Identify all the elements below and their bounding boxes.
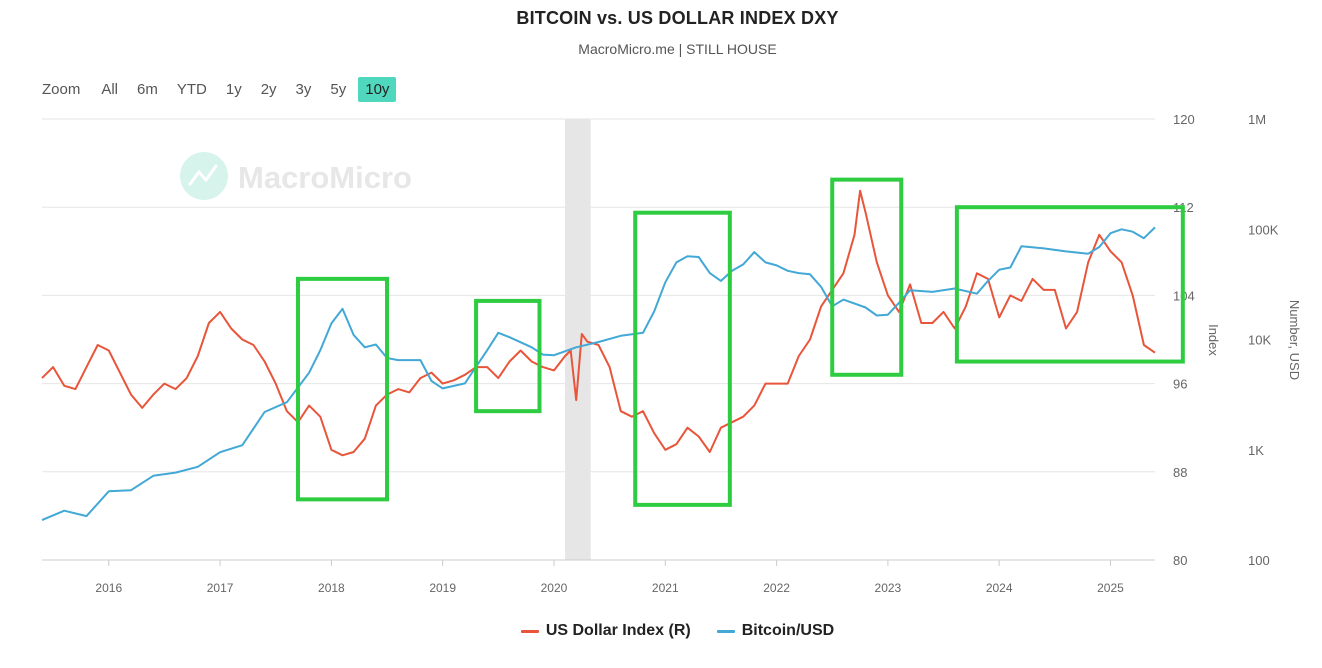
- index-tick-label: 120: [1173, 112, 1195, 127]
- index-tick-label: 88: [1173, 465, 1187, 480]
- zoom-10y-button[interactable]: 10y: [358, 76, 397, 102]
- dxy-line: [41, 189, 1156, 457]
- zoom-1y-button[interactable]: 1y: [225, 80, 242, 98]
- zoom-label: Zoom: [42, 80, 81, 98]
- usd-tick-label: 100: [1248, 553, 1270, 568]
- index-tick-label: 96: [1173, 377, 1187, 392]
- watermark: MacroMicro: [180, 152, 412, 200]
- zoom-2y-button[interactable]: 2y: [260, 80, 277, 98]
- x-tick-label: 2025: [1097, 581, 1124, 595]
- x-tick-label: 2023: [875, 581, 902, 595]
- usd-axis-title: Number, USD: [1287, 300, 1302, 380]
- legend-item-dxy[interactable]: US Dollar Index (R): [520, 622, 691, 640]
- series-lines: [41, 189, 1156, 522]
- x-tick-label: 2016: [95, 581, 122, 595]
- legend: US Dollar Index (R) Bitcoin/USD: [0, 622, 1322, 640]
- x-tick-label: 2020: [541, 581, 568, 595]
- legend-item-btc[interactable]: Bitcoin/USD: [716, 622, 835, 640]
- chart-title: BITCOIN vs. US DOLLAR INDEX DXY: [516, 8, 839, 28]
- x-tick-label: 2017: [207, 581, 234, 595]
- highlight-box-4: [830, 177, 904, 377]
- chart-subtitle: MacroMicro.me | STILL HOUSE: [578, 41, 777, 57]
- index-axis-title: Index: [1206, 324, 1221, 356]
- btc-line: [41, 226, 1156, 522]
- usd-tick-label: 1M: [1248, 112, 1266, 127]
- watermark-text: MacroMicro: [238, 160, 412, 195]
- x-tick-label: 2021: [652, 581, 679, 595]
- legend-swatch-btc: [716, 629, 735, 633]
- x-tick-label: 2024: [986, 581, 1013, 595]
- zoom-ytd-button[interactable]: YTD: [176, 80, 207, 98]
- x-tick-label: 2022: [763, 581, 790, 595]
- zoom-3y-button[interactable]: 3y: [295, 80, 312, 98]
- zoom-toolbar: Zoom All 6m YTD 1y 2y 3y 5y 10y: [42, 76, 401, 102]
- index-tick-label: 80: [1173, 553, 1187, 568]
- usd-tick-label: 100K: [1248, 222, 1279, 237]
- highlight-box-2: [474, 298, 542, 414]
- highlight-box-5: [954, 205, 1185, 364]
- usd-tick-label: 10K: [1248, 333, 1271, 348]
- legend-label-dxy: US Dollar Index (R): [545, 622, 691, 639]
- highlight-boxes: [295, 177, 1185, 507]
- legend-label-btc: Bitcoin/USD: [741, 622, 835, 639]
- zoom-all-button[interactable]: All: [101, 80, 119, 98]
- x-tick-label: 2019: [429, 581, 456, 595]
- highlight-box-1: [295, 276, 390, 502]
- watermark-chart-icon: [188, 164, 218, 186]
- zoom-5y-button[interactable]: 5y: [330, 80, 347, 98]
- usd-tick-label: 1K: [1248, 443, 1264, 458]
- highlight-box-3: [633, 210, 732, 507]
- x-tick-label: 2018: [318, 581, 345, 595]
- legend-swatch-dxy: [520, 629, 539, 633]
- zoom-6m-button[interactable]: 6m: [137, 80, 158, 98]
